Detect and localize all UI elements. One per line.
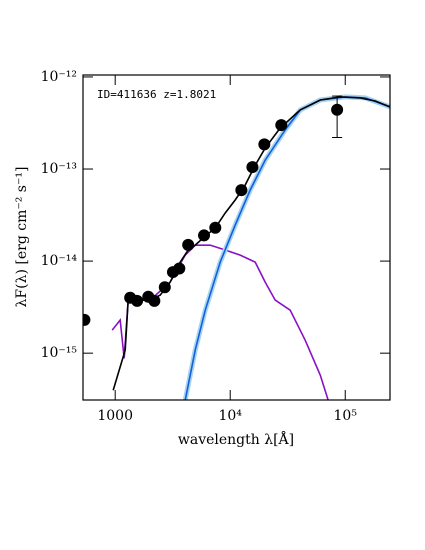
- data-point: [182, 238, 195, 251]
- plot-frame: [82, 74, 391, 401]
- y-tick-label: 10⁻¹²: [41, 69, 77, 85]
- plot-area: [83, 94, 390, 400]
- data-point: [258, 138, 271, 151]
- annotation: ID=411636 z=1.8021: [97, 88, 216, 101]
- y-axis-label: λF(λ) [erg cm⁻² s⁻¹]: [14, 167, 30, 308]
- x-tick-label: 1000: [97, 408, 133, 424]
- x-tick-label: 10⁵: [334, 408, 358, 424]
- y-tick-label: 10⁻¹³: [41, 161, 77, 177]
- data-point: [331, 103, 344, 116]
- x-axis-label: wavelength λ[Å]: [178, 430, 294, 448]
- data-point: [235, 184, 248, 197]
- data-point: [275, 119, 288, 132]
- data-point: [131, 294, 144, 307]
- data-point: [246, 161, 259, 174]
- data-point: [198, 229, 211, 242]
- data-point: [158, 281, 171, 294]
- y-tick-label: 10⁻¹⁵: [41, 345, 78, 361]
- data-point: [173, 262, 186, 275]
- x-tick-label: 10⁴: [218, 408, 242, 424]
- data-point: [209, 221, 222, 234]
- y-tick-label: 10⁻¹⁴: [41, 253, 78, 269]
- data-point: [83, 313, 91, 326]
- data-point: [148, 294, 161, 307]
